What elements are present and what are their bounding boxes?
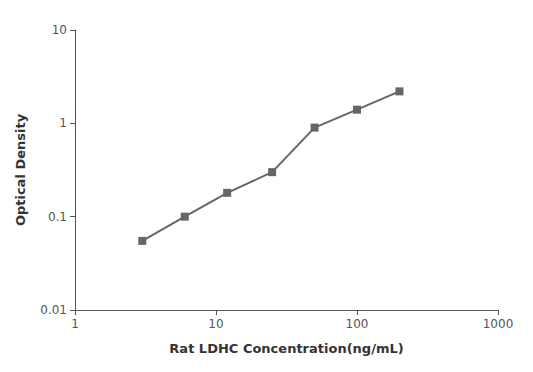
svg-text:1000: 1000 [483, 317, 514, 331]
svg-text:100: 100 [346, 317, 369, 331]
svg-text:1: 1 [59, 116, 67, 130]
svg-text:Optical Density: Optical Density [13, 113, 28, 226]
svg-text:0.01: 0.01 [40, 303, 67, 317]
svg-text:10: 10 [208, 317, 223, 331]
svg-text:0.1: 0.1 [48, 210, 67, 224]
svg-text:1: 1 [71, 317, 79, 331]
svg-text:10: 10 [52, 23, 67, 37]
svg-text:Rat LDHC Concentration(ng/mL): Rat LDHC Concentration(ng/mL) [169, 341, 403, 356]
